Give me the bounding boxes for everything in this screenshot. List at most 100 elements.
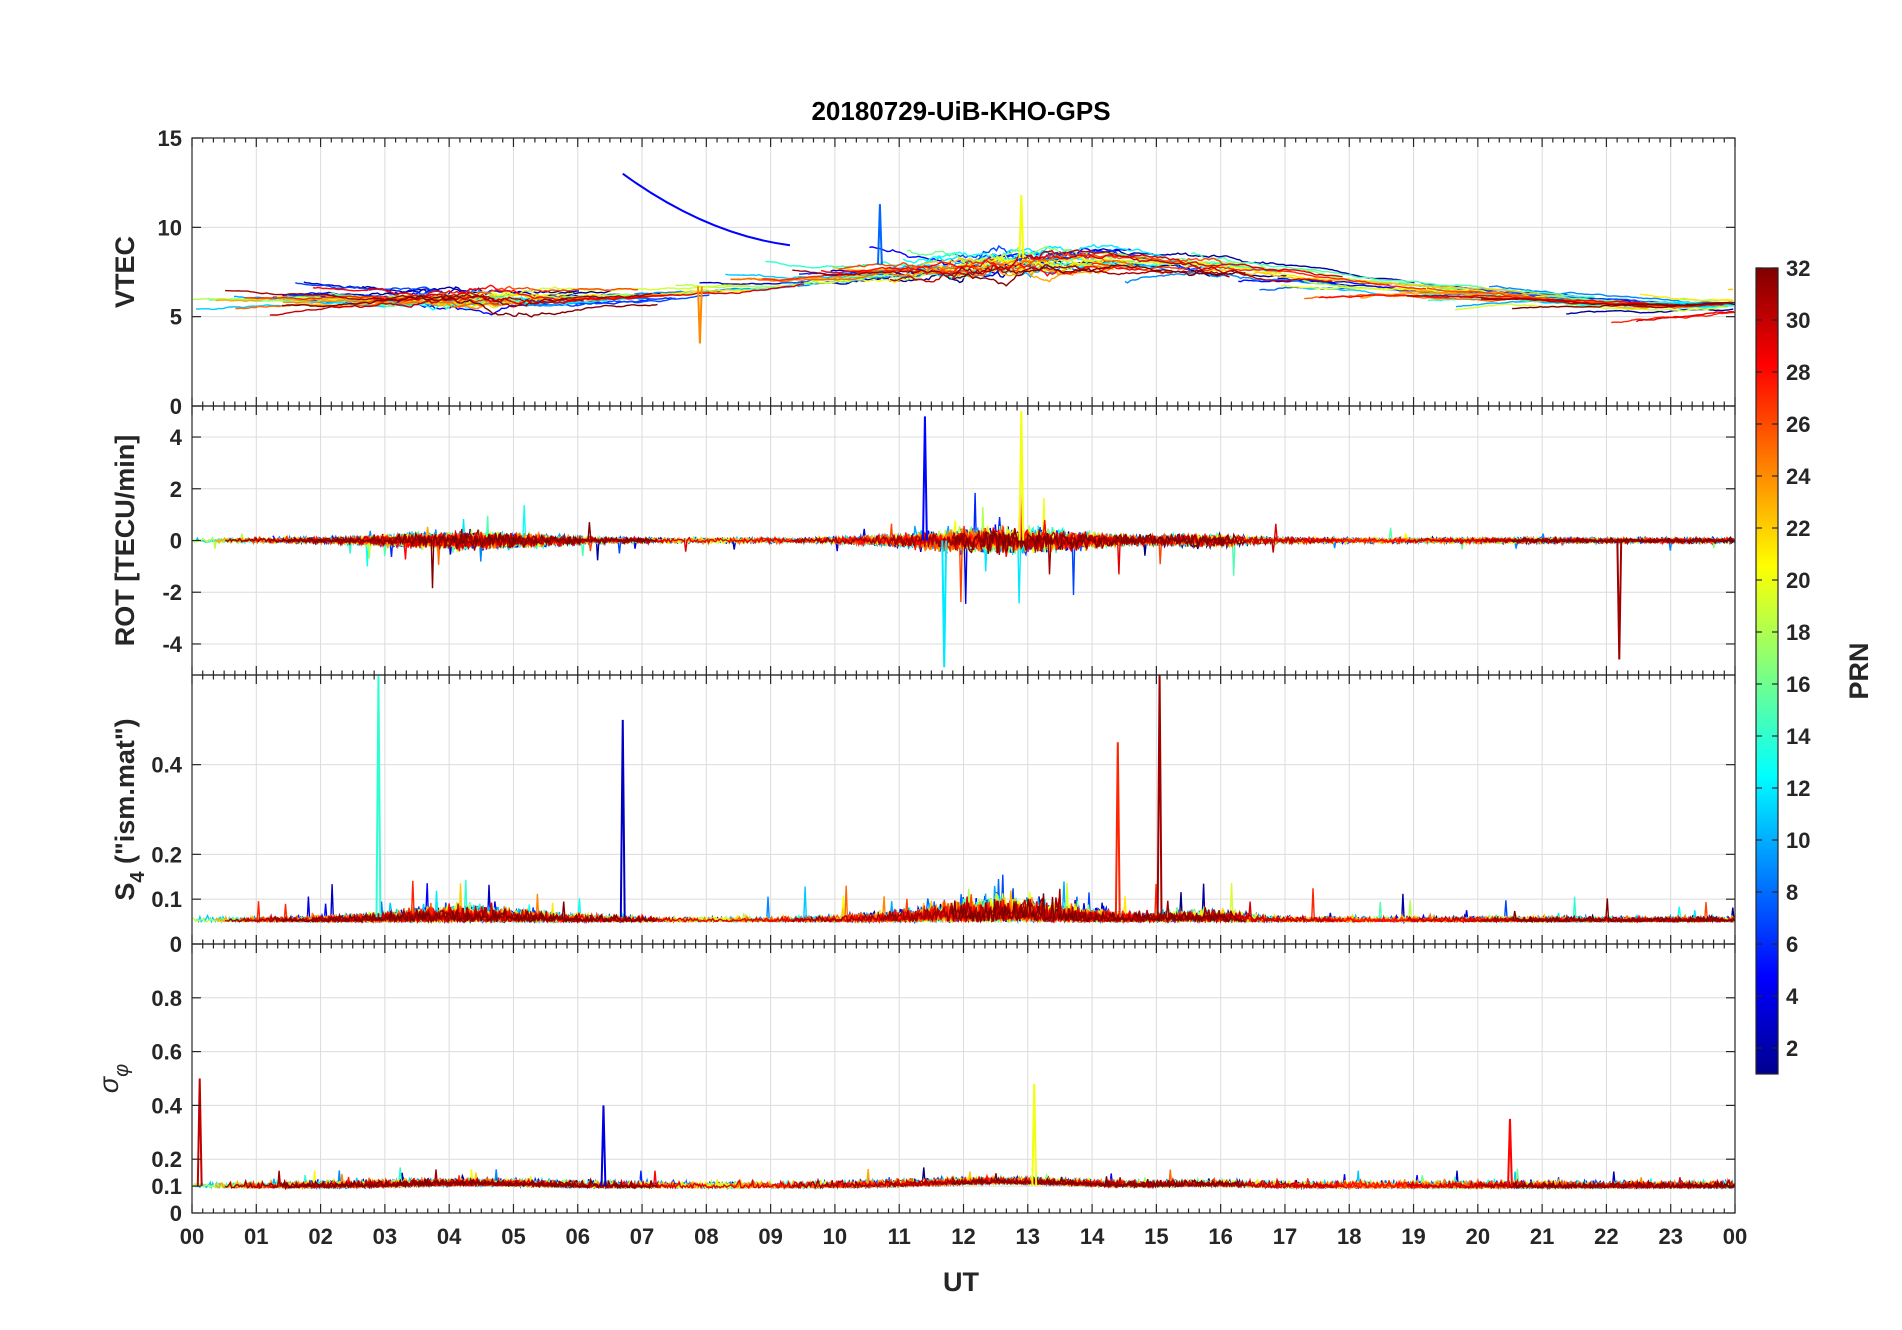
prn-18-vtec-line: [193, 297, 474, 305]
s4-spike-0: [375, 675, 382, 918]
rot-spike-3: [1616, 540, 1623, 660]
prn-32-vtec-line: [1512, 301, 1734, 310]
prn-32-rot-line: [951, 528, 1246, 554]
xtick-label-7: 07: [630, 1224, 654, 1249]
prn-32-s4-line: [281, 901, 658, 924]
s4-spike-1: [619, 719, 626, 918]
colorbar-tick-label-10: 22: [1786, 516, 1810, 541]
prn-31-vtec-line: [1480, 297, 1733, 309]
colorbar-tick-label-15: 32: [1786, 256, 1810, 281]
ylabel-rot: ROT [TECU/min]: [110, 435, 140, 646]
prn-27-vtec-line: [1091, 262, 1427, 290]
ytick-label-sigma_phi-5: 0.8: [151, 986, 182, 1011]
ytick-label-vtec-2: 10: [158, 215, 182, 240]
ytick-label-rot-0: -4: [162, 632, 182, 657]
xtick-label-24: 00: [1723, 1224, 1747, 1249]
prn-28-vtec-line: [820, 259, 1143, 277]
prn-32-vtec-line: [282, 294, 658, 318]
ylabel-sigma_phi: σφ: [94, 1064, 133, 1093]
xtick-label-18: 18: [1337, 1224, 1361, 1249]
prn-32-sigma_phi-line: [1511, 1179, 1735, 1190]
xtick-label-13: 13: [1016, 1224, 1040, 1249]
grid-sigma_phi: [192, 944, 1735, 1214]
ytick-label-s4-0: 0: [170, 932, 182, 957]
ytick-label-sigma_phi-1: 0.1: [151, 1174, 182, 1199]
rot-spike-2: [941, 540, 948, 668]
prn-31-vtec-line: [792, 264, 1230, 278]
rot-spike-0: [921, 416, 928, 541]
panel-sigma_phi: 00.10.2 0.4 0.6 0.8 σφ: [94, 943, 1736, 1226]
xtick-label-1: 01: [244, 1224, 268, 1249]
sigma_phi-spike-2: [1031, 1083, 1038, 1187]
prn-32-s4-line: [951, 893, 1246, 924]
xtick-label-16: 16: [1208, 1224, 1232, 1249]
xtick-label-2: 02: [308, 1224, 332, 1249]
ytick-label-sigma_phi-4: 0.6: [151, 1040, 182, 1065]
prn-19-vtec-line: [1454, 303, 1728, 312]
ylabel-sub: 4: [127, 871, 149, 883]
x-tick-labels: 00 01 02 03 04 05 06 07 08 09 10 11 12 13 14 15 16 17 18 19…: [180, 1224, 1747, 1249]
xtick-label-14: 14: [1080, 1224, 1105, 1249]
xtick-label-9: 09: [758, 1224, 782, 1249]
ytick-label-sigma_phi-2: 0.2: [151, 1147, 182, 1172]
ytick-label-s4-2: 0.2: [151, 842, 182, 867]
ytick-label-s4-3: 0.4: [151, 753, 182, 778]
xtick-label-5: 05: [501, 1224, 525, 1249]
panel-vtec: 0 5 10 15 VTEC: [110, 126, 1736, 419]
prn-32-rot-line: [1511, 535, 1735, 545]
ylabel-sub: φ: [111, 1064, 133, 1077]
ytick-label-rot-2: 0: [170, 529, 182, 554]
xtick-label-0: 00: [180, 1224, 204, 1249]
xtick-label-17: 17: [1273, 1224, 1297, 1249]
rot-spike-1: [1018, 411, 1025, 541]
ytick-label-vtec-1: 5: [170, 305, 182, 330]
prn-31-s4-line: [791, 888, 1232, 924]
series-s4: [192, 675, 1735, 925]
xtick-label-6: 06: [566, 1224, 590, 1249]
xtick-label-15: 15: [1144, 1224, 1168, 1249]
prn-29-vtec-line: [1635, 310, 1735, 323]
ytick-label-vtec-0: 0: [170, 394, 182, 419]
prn-32-sigma_phi-line: [951, 1173, 1246, 1190]
panel-s4: 00.10.20.4S4 ("ism.mat"): [110, 674, 1736, 957]
s4-spike-3: [1114, 742, 1121, 918]
colorbar-tick-label-3: 8: [1786, 880, 1798, 905]
grid-s4: [192, 675, 1735, 945]
prn-32-rot-line: [281, 522, 658, 589]
ytick-label-sigma_phi-0: 0: [170, 1201, 182, 1226]
prn-15-vtec-line: [1190, 251, 1596, 298]
sigma_phi-spike-3: [1507, 1118, 1513, 1187]
series-rot: [192, 411, 1735, 668]
prn-30-vtec-line: [269, 295, 584, 316]
colorbar-tick-label-2: 6: [1786, 932, 1798, 957]
vtec-spike-1: [1018, 195, 1025, 259]
prn-31-rot-line: [792, 529, 1232, 575]
colorbar-tick-label-1: 4: [1786, 984, 1799, 1009]
prn-32-s4-line: [1511, 898, 1735, 924]
colorbar-tick-label-9: 20: [1786, 568, 1810, 593]
colorbar-tick-label-0: 2: [1786, 1036, 1798, 1061]
colorbar-tick-label-4: 10: [1786, 828, 1810, 853]
ytick-label-rot-1: -2: [162, 580, 182, 605]
prn-23-vtec-line: [215, 294, 468, 307]
colorbar-bar: [1755, 267, 1779, 1075]
xtick-label-11: 11: [888, 1224, 911, 1249]
x-axis-label: UT: [943, 1267, 979, 1297]
series-vtec: [193, 172, 1735, 344]
vtec-spike-2: [876, 204, 883, 265]
colorbar-label: PRN: [1844, 642, 1874, 699]
xtick-label-19: 19: [1401, 1224, 1425, 1249]
ylabel-s4: S4 ("ism.mat"): [110, 718, 149, 900]
colorbar-tick-label-14: 30: [1786, 308, 1810, 333]
ylabel-main: S: [110, 883, 140, 901]
ytick-label-vtec-3: 15: [158, 126, 182, 151]
ylabel-rest: ("ism.mat"): [110, 718, 140, 871]
ytick-label-sigma_phi-3: 0.4: [151, 1093, 182, 1118]
prn-32-vtec-line: [951, 264, 1246, 287]
colorbar-tick-label-7: 16: [1786, 672, 1810, 697]
prn-26-vtec-line: [838, 252, 1228, 275]
chart-title: 20180729-UiB-KHO-GPS: [811, 96, 1110, 126]
